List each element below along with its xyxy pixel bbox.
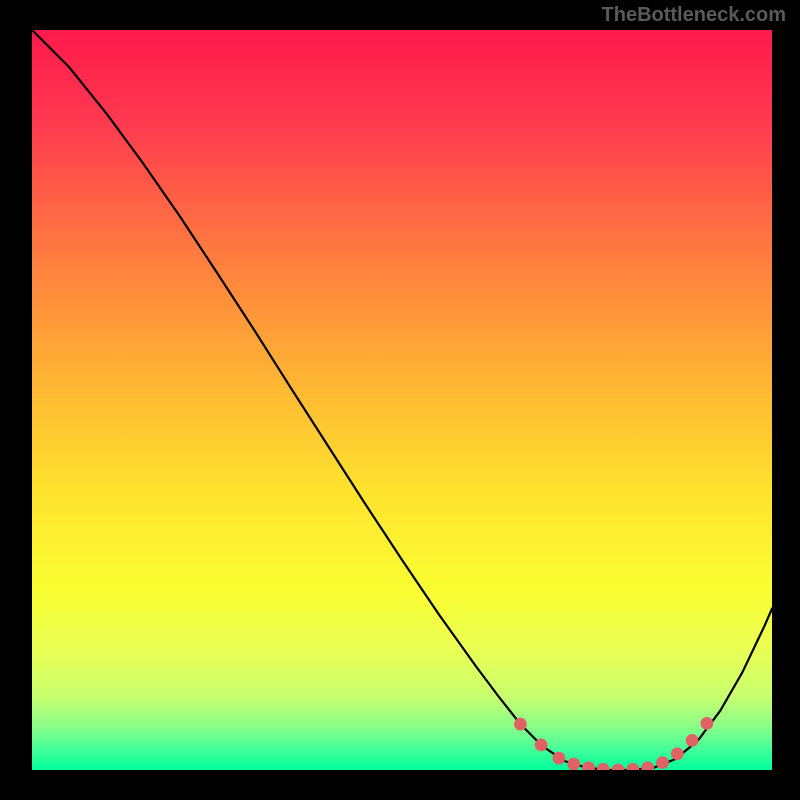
marker-dot <box>656 756 669 769</box>
bottleneck-curve <box>32 30 772 770</box>
marker-dot <box>514 718 527 731</box>
marker-dot <box>535 738 548 751</box>
plot-area <box>32 30 772 770</box>
marker-dot <box>641 761 654 770</box>
marker-dot <box>686 734 699 747</box>
marker-dot <box>567 758 580 770</box>
marker-dot <box>700 717 713 730</box>
marker-dot <box>552 752 565 765</box>
curve-layer <box>32 30 772 770</box>
marker-dot <box>626 763 639 770</box>
watermark: TheBottleneck.com <box>602 4 786 27</box>
marker-dot <box>582 761 595 770</box>
marker-dot <box>671 747 684 760</box>
marker-dot <box>612 764 625 770</box>
marker-dot <box>597 763 610 770</box>
marker-group <box>514 717 713 770</box>
